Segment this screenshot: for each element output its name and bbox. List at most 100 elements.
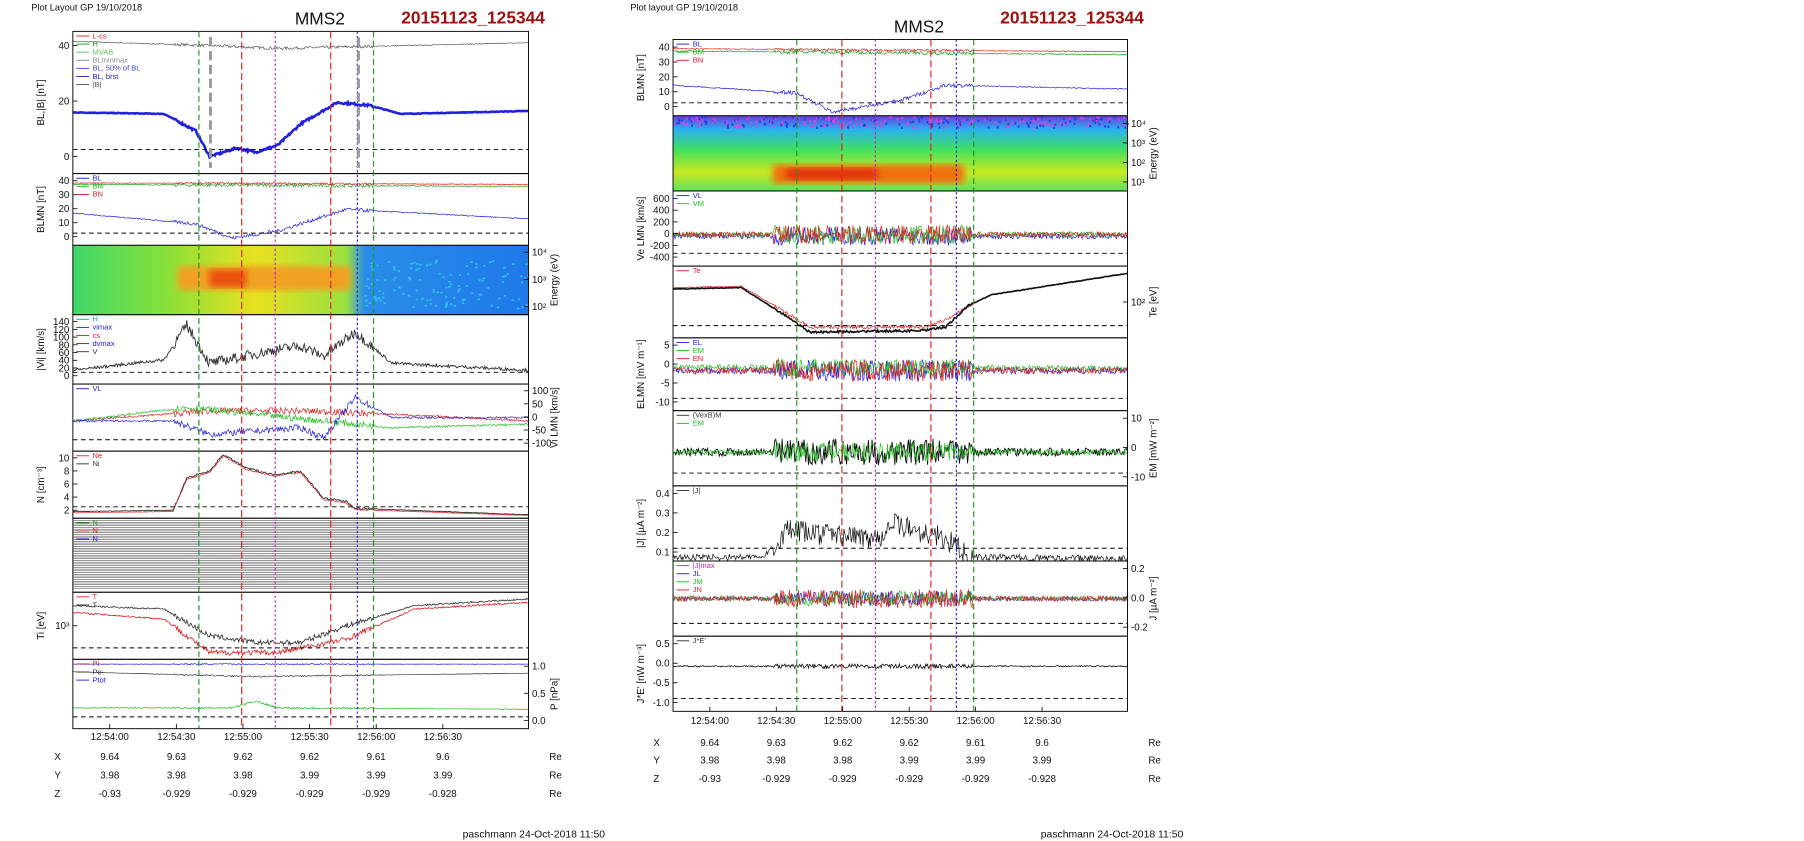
position-value: 3.98 [167, 770, 187, 781]
spectrogram-noise [491, 260, 495, 263]
spectrogram-noise [496, 306, 500, 309]
spectrogram-noise [517, 298, 521, 301]
y-tick-label: 0 [1131, 443, 1137, 454]
spectrogram-noise [827, 116, 830, 119]
spectrogram-noise [737, 126, 740, 130]
y-axis-label: |J| [µA m⁻²] [636, 499, 647, 548]
y-axis-label: N [cm⁻³] [36, 466, 47, 503]
spectrogram-noise [879, 126, 882, 129]
legend-label: VL [693, 191, 702, 200]
spectrogram-noise [699, 123, 702, 126]
position-label: Y [54, 770, 61, 781]
position-value: 3.99 [367, 770, 386, 781]
spectrogram-noise [461, 299, 465, 302]
legend-label: N [93, 526, 98, 535]
y-tick-label: 40 [58, 356, 69, 367]
y-tick-label: 50 [532, 399, 543, 410]
y-tick-label: 10 [1131, 414, 1142, 425]
position-value: 3.99 [433, 770, 452, 781]
spectrogram-noise [831, 119, 834, 123]
spectrogram-noise [748, 116, 750, 119]
trace [72, 597, 529, 647]
spectrogram-noise [502, 275, 505, 278]
spectrogram-noise [722, 121, 725, 124]
spectrogram-noise [376, 279, 379, 281]
y-tick-label: 0.2 [1131, 564, 1145, 575]
legend-label: EM [693, 419, 704, 428]
trace [672, 272, 1128, 330]
spectrogram-noise [486, 287, 489, 289]
spectrogram-noise [445, 296, 448, 298]
trace [72, 700, 529, 710]
spectrogram-noise [772, 116, 775, 120]
y-tick-label: 30 [659, 57, 670, 68]
spectrogram-noise [482, 277, 486, 280]
x-tick-label: 12:56:00 [357, 732, 396, 743]
y-tick-label: 2 [64, 506, 69, 517]
spectrogram-noise [415, 298, 419, 301]
spectrogram-noise [842, 126, 845, 129]
spectrogram-noise [1008, 125, 1010, 128]
run-id: 20151123_125344 [401, 7, 545, 27]
spectrogram-noise [755, 120, 758, 124]
spectrogram-noise [397, 270, 401, 272]
spectrogram-noise [489, 261, 492, 263]
y-tick-label: 40 [659, 43, 670, 54]
y-tick-label: -10 [655, 397, 670, 408]
spectrogram-noise [736, 125, 739, 129]
position-unit: Re [1148, 755, 1161, 766]
spectrogram-noise [942, 126, 945, 129]
trace [72, 182, 529, 189]
plot-header: Plot layout GP 19/10/2018 [630, 3, 738, 13]
legend-label: JM [693, 577, 703, 586]
y-tick-label: 0 [532, 412, 538, 423]
position-value: 3.99 [900, 755, 919, 766]
position-label: X [653, 738, 660, 749]
spectrogram-noise [1017, 125, 1020, 128]
spectrogram-noise [673, 122, 676, 125]
spectrogram-noise [723, 121, 726, 124]
position-value: -0.93 [699, 774, 722, 785]
spectrogram-noise [830, 119, 833, 122]
spectrogram-noise [440, 292, 443, 294]
x-tick-label: 12:56:00 [957, 716, 996, 727]
spectrogram-noise [1053, 126, 1056, 130]
spectrogram-noise [521, 306, 524, 309]
spectrogram-noise [413, 261, 416, 264]
legend-label: |B| [93, 80, 102, 89]
spectrogram-noise [713, 118, 716, 122]
spectrogram-noise [989, 118, 992, 122]
trace [72, 99, 529, 160]
spectrogram-noise [988, 118, 990, 121]
spectrogram-noise [959, 126, 961, 129]
spectrogram-noise [371, 268, 374, 271]
position-value: -0.929 [296, 789, 324, 800]
spectrogram-noise [931, 125, 934, 128]
spectrogram-noise [695, 116, 698, 119]
spectrogram-noise [436, 291, 439, 294]
spectrogram-noise [410, 262, 413, 265]
spectrogram-noise [928, 120, 931, 123]
spectrogram-noise [756, 125, 758, 129]
position-value: 9.62 [900, 738, 919, 749]
spectrogram-noise [448, 281, 451, 283]
y-tick-label: 10¹ [1131, 177, 1146, 188]
spectrogram-noise [864, 123, 866, 127]
spectrogram-noise [498, 297, 501, 300]
spectrogram-noise [1048, 119, 1051, 123]
trace [72, 405, 529, 431]
spectrogram-noise [1005, 126, 1008, 129]
spectrogram-noise [763, 122, 766, 126]
spectrogram-noise [365, 304, 368, 307]
spectrogram-noise [1101, 117, 1103, 121]
spectrogram-noise [1039, 124, 1042, 127]
spectrogram-noise [1042, 124, 1045, 128]
spectrogram-noise [872, 118, 874, 122]
spectrogram-noise [373, 295, 376, 298]
spectrogram-noise [871, 119, 873, 122]
spectrogram-noise [960, 122, 963, 125]
spectrogram-noise [435, 259, 438, 262]
position-value: -0.929 [362, 789, 390, 800]
spectrogram-noise [417, 267, 421, 270]
y-tick-label: 40 [58, 176, 69, 187]
